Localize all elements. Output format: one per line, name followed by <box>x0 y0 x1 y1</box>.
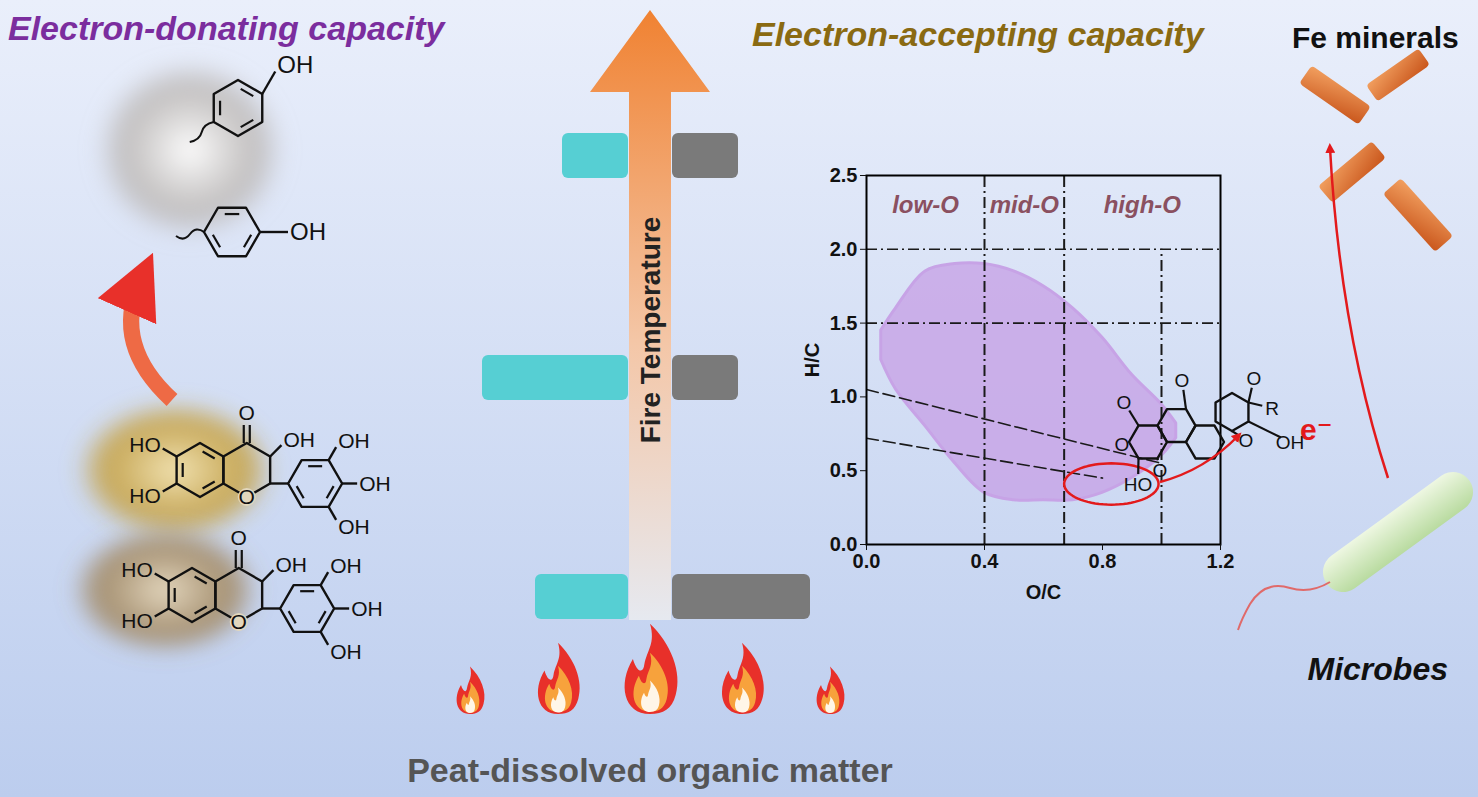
svg-text:Fire Temperature: Fire Temperature <box>635 217 666 444</box>
svg-text:Peat-dissolved organic matter: Peat-dissolved organic matter <box>407 751 893 789</box>
svg-text:O: O <box>1247 368 1262 389</box>
svg-text:0.5: 0.5 <box>830 459 858 481</box>
svg-text:H/C: H/C <box>801 343 823 377</box>
svg-text:e⁻: e⁻ <box>1300 413 1333 446</box>
svg-text:HO: HO <box>1124 474 1153 495</box>
svg-text:OH: OH <box>359 472 391 495</box>
svg-text:OH: OH <box>338 429 370 452</box>
svg-text:OH: OH <box>275 553 307 576</box>
svg-text:HO: HO <box>121 558 153 581</box>
svg-text:HO: HO <box>129 484 161 507</box>
svg-text:1.0: 1.0 <box>830 385 858 407</box>
svg-text:Fe minerals: Fe minerals <box>1292 21 1459 54</box>
svg-text:Electron-accepting capacity: Electron-accepting capacity <box>752 15 1206 53</box>
svg-text:Electron-donating capacity: Electron-donating capacity <box>8 9 446 47</box>
svg-text:low-O: low-O <box>892 191 959 218</box>
svg-text:2.0: 2.0 <box>830 238 858 260</box>
svg-text:HO: HO <box>121 609 153 632</box>
svg-text:OH: OH <box>338 515 370 538</box>
svg-text:0.0: 0.0 <box>830 533 858 555</box>
svg-text:2.5: 2.5 <box>830 164 858 186</box>
svg-text:O: O <box>1153 460 1168 481</box>
svg-text:O: O <box>1115 434 1130 455</box>
svg-text:OH: OH <box>351 597 383 620</box>
svg-text:OH: OH <box>277 51 313 78</box>
svg-text:1.5: 1.5 <box>830 312 858 334</box>
svg-text:Microbes: Microbes <box>1308 651 1448 687</box>
svg-text:O: O <box>231 526 247 549</box>
svg-text:O/C: O/C <box>1026 581 1062 603</box>
svg-text:O: O <box>1117 392 1132 413</box>
svg-text:OH: OH <box>290 218 326 245</box>
svg-text:OH: OH <box>330 554 362 577</box>
svg-text:0.0: 0.0 <box>852 549 881 572</box>
svg-text:mid-O: mid-O <box>990 191 1060 218</box>
svg-text:O: O <box>239 401 255 424</box>
svg-text:high-O: high-O <box>1104 191 1182 218</box>
svg-text:0.8: 0.8 <box>1089 550 1117 572</box>
svg-text:R: R <box>1265 398 1279 419</box>
svg-text:O: O <box>1239 430 1254 451</box>
svg-text:1.2: 1.2 <box>1207 550 1235 572</box>
svg-text:OH: OH <box>330 640 362 663</box>
svg-text:O: O <box>1175 370 1190 391</box>
svg-text:OH: OH <box>283 428 315 451</box>
svg-text:OH: OH <box>1276 432 1305 453</box>
svg-text:O: O <box>231 610 247 633</box>
svg-text:0.4: 0.4 <box>971 550 1000 572</box>
svg-text:O: O <box>239 485 255 508</box>
svg-text:HO: HO <box>129 433 161 456</box>
